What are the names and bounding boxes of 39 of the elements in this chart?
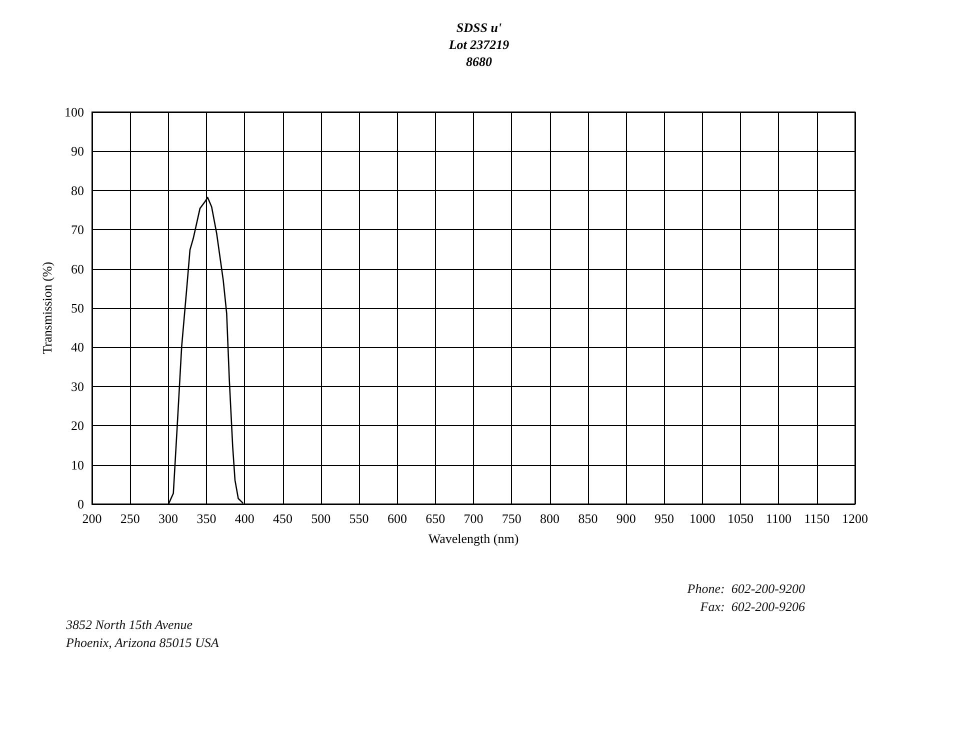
text: Phoenix, Arizona 85015 USA (65, 635, 219, 650)
x-tick-label: 750 (502, 511, 522, 526)
x-tick-label: 1000 (689, 511, 716, 526)
x-axis-title: Wavelength (nm) (428, 531, 519, 546)
x-tick-label: 800 (540, 511, 560, 526)
x-tick-label: 1200 (842, 511, 868, 526)
x-tick-label: 200 (82, 511, 102, 526)
y-tick-label: 30 (71, 378, 84, 394)
x-tick-label: 550 (349, 511, 369, 526)
x-tick-label: 1100 (766, 511, 792, 526)
y-tick-label: 90 (71, 144, 84, 159)
y-axis-title: Transmission (%) (40, 262, 55, 354)
y-tick-label: 10 (71, 457, 84, 472)
y-tick-label: 60 (71, 261, 84, 276)
x-tick-label: 300 (158, 511, 178, 526)
x-tick-label: 350 (196, 511, 216, 526)
chart-title: SDSS u' Lot 237219 8680 (448, 20, 510, 69)
text: Phone: 602-200-9200 (686, 581, 806, 596)
y-tick-label: 70 (71, 222, 84, 238)
x-tick-label: 600 (387, 511, 407, 526)
y-tick-label: 40 (71, 340, 84, 355)
x-tick-label: 400 (234, 511, 254, 526)
text: 3852 North 15th Avenue (65, 617, 193, 632)
x-tick-label: 850 (578, 511, 598, 526)
y-tick-label: 100 (64, 104, 84, 120)
x-tick-label: 500 (311, 511, 331, 526)
y-tick-label: 80 (71, 182, 84, 198)
x-tick-label: 450 (273, 511, 292, 526)
y-tick-label: 20 (71, 418, 84, 434)
x-tick-label: 250 (120, 511, 140, 526)
text: Fax: 602-200-9206 (699, 599, 806, 614)
x-tick-label: 900 (616, 511, 636, 526)
x-tick-label: 1050 (728, 511, 754, 526)
x-tick-label: 650 (426, 511, 446, 526)
y-tick-label: 50 (71, 300, 84, 316)
x-tick-label: 1150 (804, 511, 830, 526)
x-tick-label: 700 (464, 511, 484, 526)
y-tick-label: 0 (78, 496, 84, 512)
x-tick-label: 950 (654, 511, 674, 526)
